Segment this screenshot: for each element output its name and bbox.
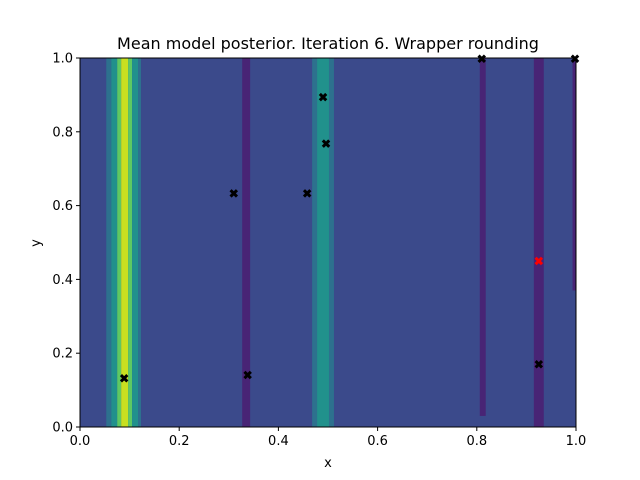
heatmap-band-0 — [106, 58, 112, 427]
plot-area — [79, 54, 580, 428]
y-axis: 0.0 0.2 0.4 0.6 0.8 1.0 — [52, 52, 80, 436]
heatmap-band-12 — [533, 58, 544, 427]
x-tick-label: 0.4 — [268, 434, 289, 449]
heatmap-band-6 — [138, 58, 142, 427]
x-tick-label: 0.2 — [169, 434, 190, 449]
sample-marker — [477, 54, 487, 63]
x-axis-label: x — [324, 456, 332, 471]
sample-marker — [570, 54, 580, 63]
sample-marker — [229, 189, 239, 198]
x-tick-label: 0.0 — [70, 434, 91, 449]
heatmap-band-5 — [132, 58, 139, 427]
x-axis: 0.0 0.2 0.4 0.6 0.8 1.0 — [70, 427, 587, 449]
y-tick-label: 1.0 — [52, 52, 73, 67]
candidate-marker — [534, 256, 544, 266]
y-axis-label: y — [29, 239, 44, 247]
heatmap-band-11 — [479, 58, 486, 416]
heatmap-band-2 — [117, 58, 122, 427]
chart-title: Mean model posterior. Iteration 6. Wrapp… — [117, 34, 539, 53]
y-tick-label: 0.6 — [52, 199, 73, 214]
sample-marker — [321, 139, 331, 148]
y-tick-label: 0.0 — [52, 421, 73, 436]
x-tick-label: 0.8 — [466, 434, 487, 449]
y-tick-label: 0.2 — [52, 347, 73, 362]
heatmap-band-8 — [312, 58, 318, 427]
heatmap-band-13 — [572, 58, 576, 291]
heatmap-band-10 — [328, 58, 334, 427]
heatmap-band-4 — [128, 58, 133, 427]
heatmap-band-1 — [111, 58, 118, 427]
x-tick-label: 1.0 — [566, 434, 587, 449]
y-tick-label: 0.8 — [52, 125, 73, 140]
sample-marker — [243, 370, 252, 380]
heatmap-band-7 — [242, 58, 251, 427]
plot-frame — [79, 57, 577, 428]
sample-marker — [534, 360, 544, 369]
sample-marker — [119, 374, 129, 383]
x-tick-label: 0.6 — [367, 434, 388, 449]
heatmap-band-3 — [121, 58, 129, 427]
heatmap-band-9 — [317, 58, 329, 427]
sample-marker — [302, 189, 312, 198]
y-tick-label: 0.4 — [52, 273, 73, 288]
sample-marker — [318, 92, 328, 102]
